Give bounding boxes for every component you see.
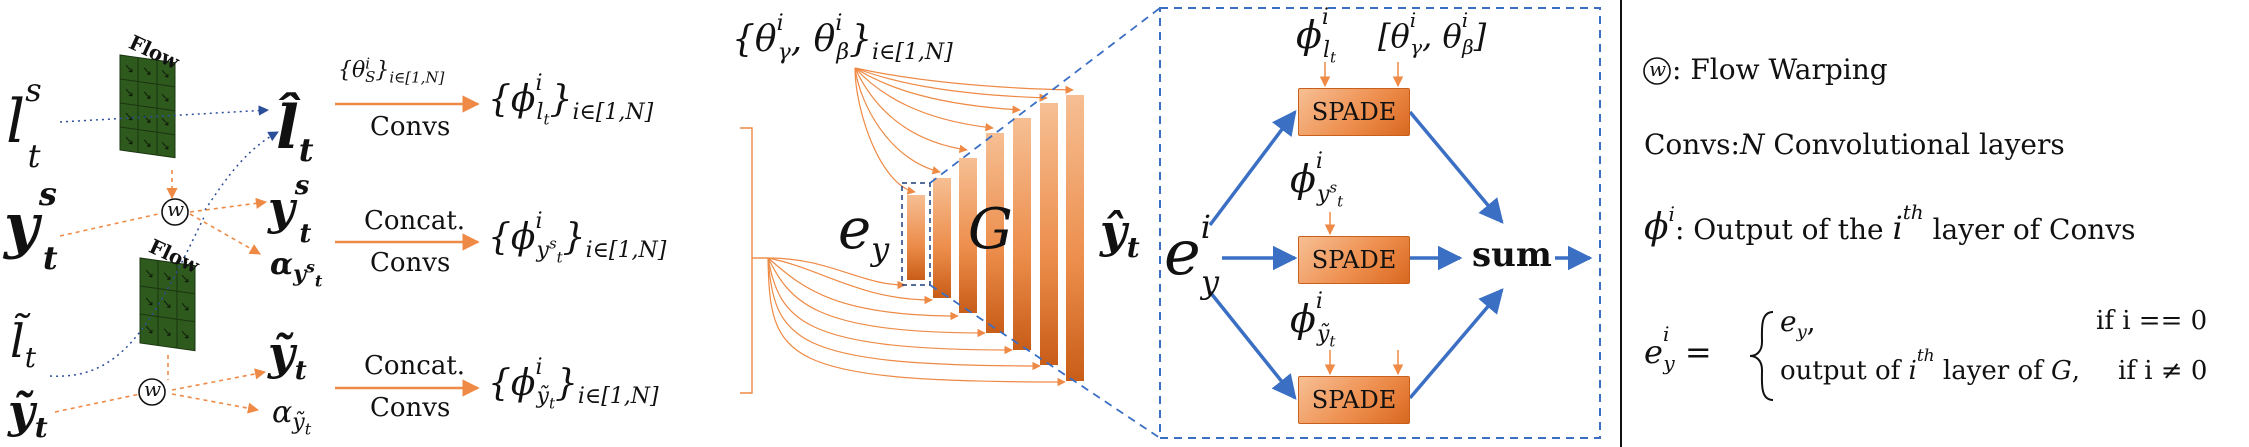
generator-yhat: ŷt <box>1100 204 1140 265</box>
legend-brace <box>1749 311 1774 401</box>
flow-line-up <box>204 131 279 211</box>
warp-line-to-alpha1 <box>189 213 261 255</box>
svg-text:↘: ↘ <box>142 111 152 126</box>
legend-case2-cond: if i ≠ 0 <box>2118 356 2208 386</box>
bracket-bot <box>740 258 753 394</box>
input-y-tilde: ỹt <box>8 384 48 445</box>
zoom-sum: sum <box>1472 235 1552 275</box>
warp-line-to-alpha2 <box>171 393 260 414</box>
input-l-s: lst <box>6 71 42 175</box>
legend-warp-letter: w <box>1649 57 1667 81</box>
legend-case2-value: output of ith layer of G, <box>1780 346 2081 386</box>
svg-text:↘: ↘ <box>142 135 152 150</box>
zoom-line-bot <box>929 284 1161 439</box>
svg-text:↘: ↘ <box>180 299 190 314</box>
svg-text:↘: ↘ <box>160 66 170 81</box>
flow-patch-top: ↘ ↘ ↘ ↘ ↘ ↘ ↘ ↘ ↘ ↘ ↘ ↘ <box>119 54 176 159</box>
l-hat: l̂t <box>276 93 314 169</box>
bot-op-label-2: Convs <box>370 393 451 423</box>
zoom-phi-y: ϕiyst <box>1290 149 1344 210</box>
warp-symbol-1: w <box>167 197 185 221</box>
alpha-1: αyst <box>270 247 323 291</box>
warp-line-to-y <box>189 197 268 213</box>
generator-bars <box>907 95 1084 381</box>
svg-text:↘: ↘ <box>144 294 154 309</box>
y-warp: yst <box>268 170 312 250</box>
svg-text:↘: ↘ <box>124 133 134 148</box>
svg-text:↘: ↘ <box>144 322 154 337</box>
warp-line-to-yt <box>171 368 267 391</box>
svg-text:↘: ↘ <box>142 87 152 102</box>
fan-to-bars <box>767 257 1066 387</box>
svg-text:↘: ↘ <box>144 266 154 281</box>
ey-dashed-box <box>901 182 931 286</box>
svg-text:↘: ↘ <box>180 327 190 342</box>
zoom-phi-l: ϕilt <box>1296 5 1337 66</box>
zoom-line-top <box>929 7 1161 184</box>
flow-line-lt <box>49 214 206 377</box>
e-to-spade3 <box>1208 290 1297 400</box>
svg-text:↘: ↘ <box>160 90 170 105</box>
svg-text:↘: ↘ <box>160 138 170 153</box>
svg-text:↘: ↘ <box>124 85 134 100</box>
spade-block-2: SPADE <box>1298 236 1410 284</box>
mid-op-label-2: Convs <box>370 248 451 278</box>
svg-text:↘: ↘ <box>142 63 152 78</box>
mid-op-label-1: Concat. <box>364 206 466 236</box>
legend-eq-lhs: eiy = <box>1644 322 1712 376</box>
warp-symbol-2: w <box>144 377 162 401</box>
input-l-tilde: l̃t <box>10 314 36 375</box>
bar-ey <box>907 195 925 280</box>
alpha-2: αỹt <box>272 395 312 439</box>
svg-text:↘: ↘ <box>160 114 170 129</box>
warp-line-ys <box>59 213 159 237</box>
spade3-to-sum <box>1408 288 1504 400</box>
warp-line-yt <box>54 393 141 413</box>
generator-ey: ey <box>838 197 890 269</box>
legend-case1-value: ey, <box>1780 305 1816 343</box>
spade1-to-sum <box>1408 110 1504 224</box>
zoom-params: [θiγ, θiβ] <box>1378 8 1487 60</box>
legend-case1-cond: if i == 0 <box>2096 306 2208 336</box>
generator-G: G <box>968 197 1013 262</box>
svg-text:↘: ↘ <box>124 109 134 124</box>
y-tilde-warp: ỹt <box>268 326 307 387</box>
svg-text:↘: ↘ <box>162 296 172 311</box>
svg-text:↘: ↘ <box>124 61 134 76</box>
legend-phi: ϕi: Output of the ith layer of Convs <box>1644 199 2136 248</box>
legend-warp-circle <box>1643 57 1671 85</box>
legend-convs: Convs:N Convolutional layers <box>1644 128 2065 161</box>
warp-circle-2 <box>138 378 166 406</box>
top-params: {θiS}i∈[1,N] <box>338 54 445 87</box>
bot-op-label-1: Concat. <box>364 351 466 381</box>
svg-text:↘: ↘ <box>180 271 190 286</box>
svg-text:↘: ↘ <box>162 268 172 283</box>
bracket-top <box>740 127 753 258</box>
output-phi-y: {ϕiyst}i∈[1,N] <box>488 209 667 267</box>
top-op-label: Convs <box>370 112 451 142</box>
warp-circle-1 <box>161 198 189 226</box>
svg-text:↘: ↘ <box>162 324 172 339</box>
zoom-box <box>1159 7 1601 439</box>
input-y-s: yst <box>4 175 58 277</box>
output-phi-ytilde: {ϕiỹt}i∈[1,N] <box>488 355 659 413</box>
zoom-phi-ytilde: ϕiỹt <box>1290 289 1336 350</box>
legend-warp-text: : Flow Warping <box>1672 53 1888 86</box>
spade-block-1: SPADE <box>1298 88 1410 136</box>
spade-block-3: SPADE <box>1298 376 1410 424</box>
zoom-e: eiy <box>1164 208 1220 302</box>
flow-patch-bottom: ↘ ↘ ↘ ↘ ↘ ↘ ↘ ↘ ↘ <box>139 257 196 352</box>
generator-params: {θiγ, θiβ}i∈[1,N] <box>732 11 953 66</box>
e-to-spade1 <box>1208 110 1297 227</box>
fan-params-to-bars <box>854 67 1074 195</box>
output-phi-l: {ϕilt}i∈[1,N] <box>488 71 654 129</box>
